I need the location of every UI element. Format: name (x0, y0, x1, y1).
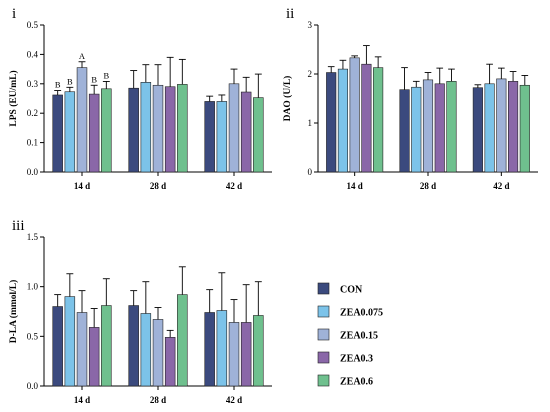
bar-zea0-15-28-d (152, 84, 164, 173)
bar-con-28-d (128, 305, 139, 387)
bar-zea0-3-42-d (507, 81, 519, 173)
bar-zea0-6-42-d (253, 315, 264, 387)
bar-zea0-075-28-d (140, 313, 152, 387)
bar-zea0-6-28-d (177, 84, 188, 173)
bar-zea0-15-28-d (422, 79, 434, 173)
bar-con-14-d (326, 72, 337, 173)
y-tick-label: 0.0 (27, 167, 39, 177)
x-tick-label: 14 d (74, 395, 90, 405)
y-tick-label: 0 (308, 167, 313, 177)
legend-swatch-zea0-6 (317, 374, 330, 387)
y-tick-label: 0.5 (27, 20, 39, 30)
y-tick-label: 0.5 (27, 331, 39, 341)
bar-zea0-15-14-d (76, 312, 88, 387)
legend-swatch-zea0-075 (317, 305, 330, 318)
bar-zea0-6-14-d (101, 88, 112, 173)
bar-con-42-d (204, 312, 215, 387)
panel-label: i (12, 6, 16, 22)
panel-label: iii (12, 218, 25, 234)
significance-letter: B (103, 70, 109, 80)
bar-zea0-075-28-d (140, 82, 152, 173)
x-tick-label: 14 d (347, 181, 363, 191)
y-tick-label: 0.2 (27, 108, 38, 118)
x-tick-label: 28 d (150, 395, 166, 405)
bar-zea0-3-14-d (88, 93, 100, 173)
y-tick-label: 1 (308, 118, 313, 128)
y-tick-label: 0.0 (27, 381, 39, 391)
panel-dla: iii 0.0 0.5 1.0 1.5 D-LA (mmol/L) 14 d 28 d 42 d (8, 218, 272, 405)
bar-zea0-6-14-d (101, 305, 112, 387)
x-tick-label: 14 d (74, 181, 90, 191)
bar-zea0-3-28-d (434, 83, 445, 173)
panel-dao: ii 0 1 2 3 DAO (U/L) 14 d 28 d 42 d (282, 6, 538, 191)
significance-letter: B (55, 80, 61, 90)
bar-con-28-d (399, 89, 410, 173)
legend-swatch-con (317, 282, 330, 295)
bar-zea0-3-28-d (164, 86, 176, 173)
bar-zea0-15-42-d (228, 322, 240, 387)
bar-zea0-6-42-d (253, 97, 264, 173)
x-tick-label: 42 d (226, 181, 242, 191)
legend-swatch-zea0-15 (317, 328, 330, 341)
bar-zea0-075-42-d (216, 310, 228, 387)
x-tick-label: 42 d (493, 181, 509, 191)
bar-zea0-075-42-d (484, 83, 495, 173)
bar-zea0-15-14-d (349, 57, 360, 173)
y-tick-label: 3 (308, 20, 313, 30)
bar-con-42-d (472, 87, 483, 173)
legend-label-zea0-3: ZEA0.3 (340, 354, 373, 365)
bar-con-28-d (128, 87, 139, 173)
bar-zea0-075-14-d (64, 296, 76, 387)
x-tick-label: 28 d (150, 181, 166, 191)
bar-zea0-3-42-d (240, 91, 252, 173)
bar-zea0-3-14-d (361, 63, 372, 173)
bar-zea0-6-42-d (519, 84, 530, 173)
legend-swatch-zea0-3 (317, 351, 330, 364)
bar-zea0-3-14-d (88, 327, 100, 387)
bar-zea0-075-14-d (64, 91, 76, 173)
legend-label-zea0-075: ZEA0.075 (340, 308, 383, 319)
y-tick-label: 1.0 (27, 282, 39, 292)
legend-label-zea0-6: ZEA0.6 (340, 377, 373, 388)
bar-zea0-6-28-d (177, 294, 188, 387)
legend: CON ZEA0.075 ZEA0.15 ZEA0.3 ZEA0.6 (317, 282, 383, 388)
bar-zea0-075-28-d (411, 86, 422, 173)
legend-label-zea0-15: ZEA0.15 (340, 331, 378, 342)
x-tick-label: 42 d (226, 395, 242, 405)
y-axis-label: D-LA (mmol/L) (8, 280, 19, 344)
significance-letter: B (91, 74, 97, 84)
bar-con-14-d (52, 94, 63, 173)
panel-lps: i 0.0 0.1 0.2 0.3 0.4 0.5 LPS (EU/mL) 14 d 28 d 42… (8, 6, 272, 191)
bar-zea0-075-14-d (337, 68, 348, 173)
x-tick-label: 28 d (420, 181, 436, 191)
bar-con-14-d (52, 306, 63, 387)
bar-zea0-15-28-d (152, 319, 164, 387)
significance-letter: A (79, 51, 86, 61)
bar-zea0-3-42-d (240, 322, 252, 387)
legend-label-con: CON (340, 285, 363, 296)
y-tick-label: 0.3 (27, 79, 39, 89)
bar-zea0-15-42-d (228, 83, 240, 173)
bar-zea0-075-42-d (216, 101, 228, 173)
bar-zea0-15-42-d (496, 78, 507, 173)
y-tick-label: 0.4 (27, 49, 39, 59)
y-axis-label: DAO (U/L) (282, 76, 293, 122)
y-tick-label: 0.1 (27, 138, 38, 148)
y-tick-label: 1.5 (27, 232, 39, 242)
y-axis-label: LPS (EU/mL) (8, 70, 19, 126)
bar-zea0-15-14-d (76, 67, 88, 173)
bar-zea0-3-28-d (164, 337, 176, 387)
significance-letter: B (67, 76, 73, 86)
bar-con-42-d (204, 101, 215, 173)
panel-label: ii (286, 6, 294, 22)
bar-zea0-6-28-d (446, 81, 457, 173)
y-tick-label: 2 (308, 69, 313, 79)
bar-zea0-6-14-d (373, 67, 384, 173)
